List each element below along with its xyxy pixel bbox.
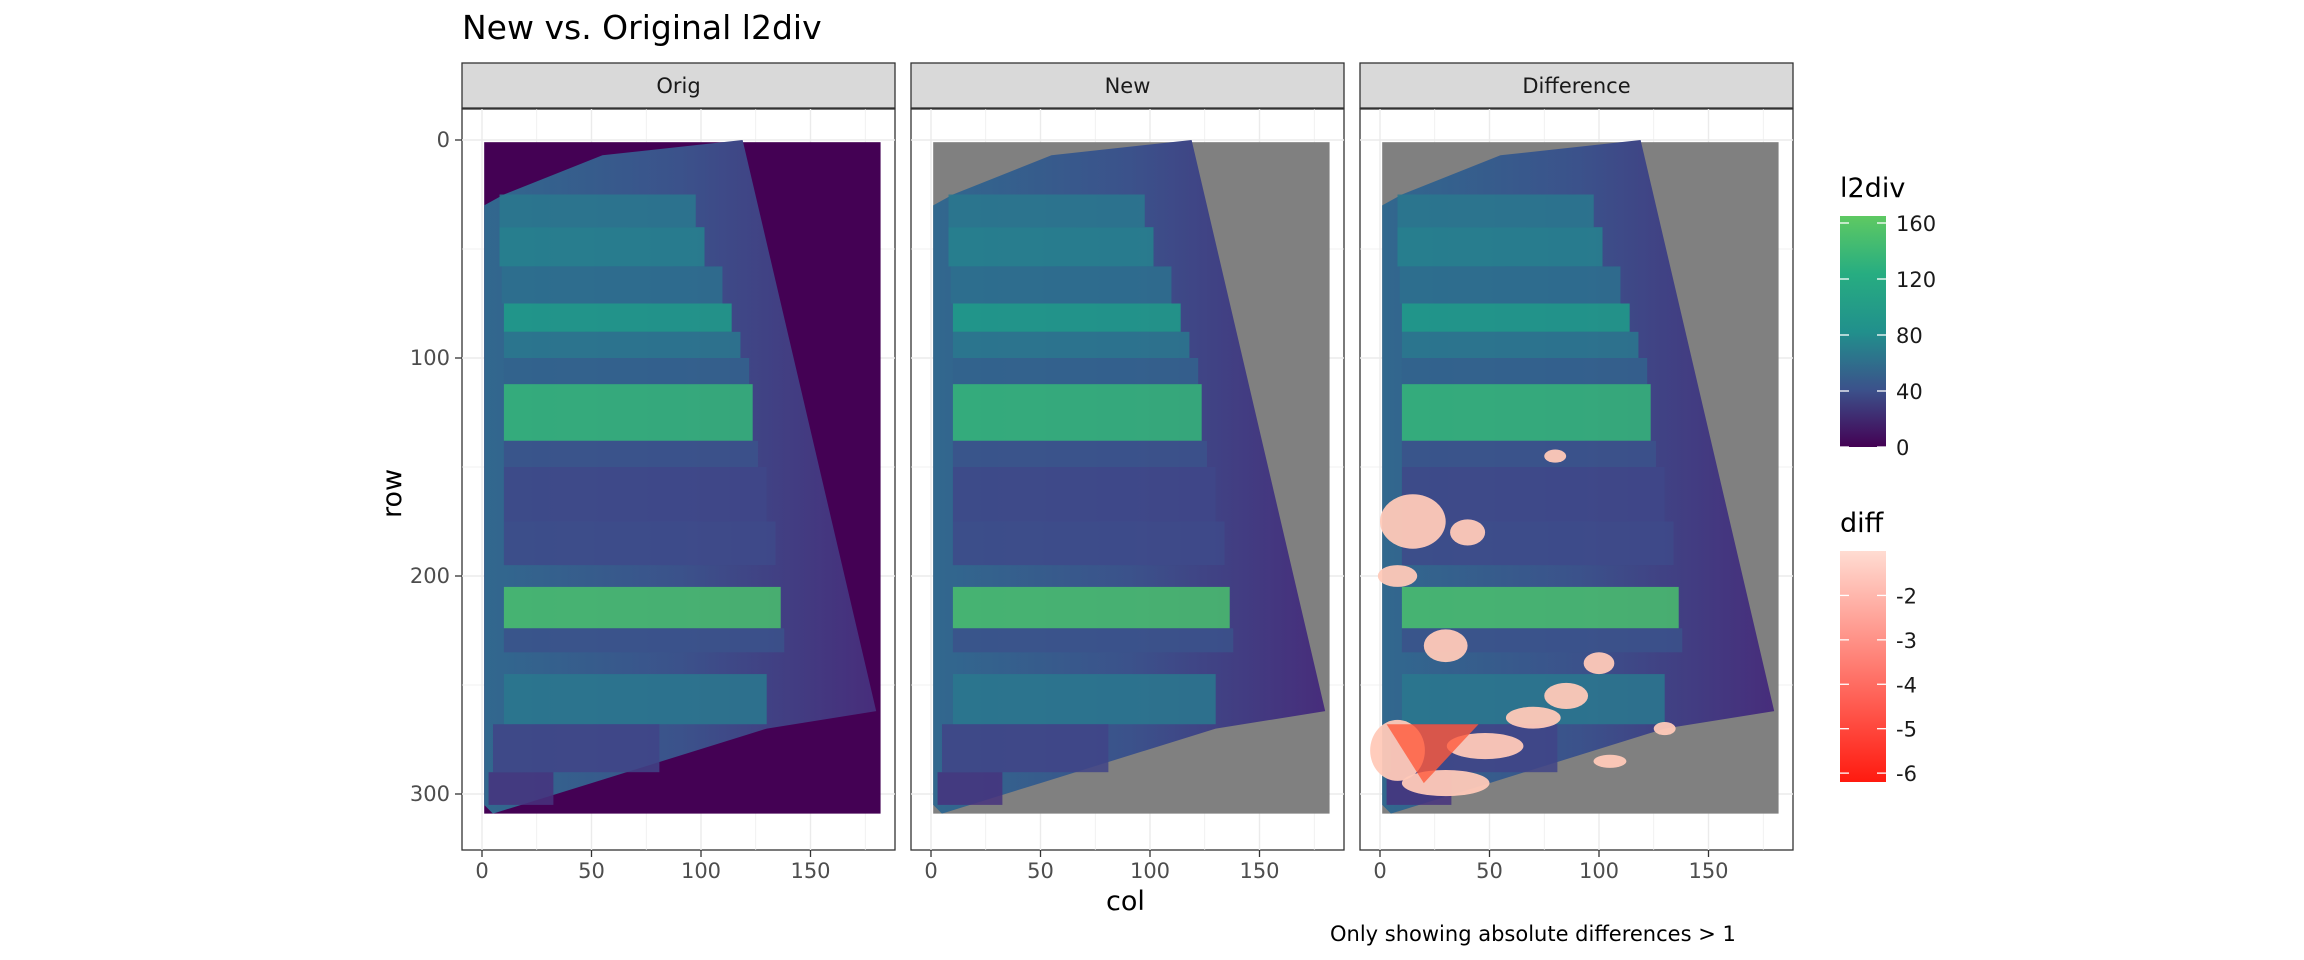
diff-blob xyxy=(1377,565,1418,587)
diff-blob xyxy=(1583,652,1615,675)
y-tick-label: 100 xyxy=(410,346,450,370)
legend-bar-diff xyxy=(1840,551,1886,782)
raster-band xyxy=(952,358,1199,385)
legend-label-l2div: 40 xyxy=(1896,380,1923,404)
legend-label-l2div: 120 xyxy=(1896,268,1936,292)
legend-label-diff: -5 xyxy=(1896,718,1917,742)
chart-title: New vs. Original l2div xyxy=(462,8,822,47)
raster-band xyxy=(499,227,705,267)
raster-band xyxy=(952,628,1234,653)
x-tick-label: 50 xyxy=(1476,859,1503,883)
x-tick-label: 150 xyxy=(1688,859,1728,883)
x-tick-label: 150 xyxy=(790,859,830,883)
raster-band xyxy=(952,303,1181,332)
facet-strip xyxy=(910,62,1345,109)
x-tick-label: 50 xyxy=(1027,859,1054,883)
raster-band xyxy=(503,303,732,332)
facet-strip xyxy=(1359,62,1794,109)
raster-band xyxy=(503,384,753,441)
raster-band xyxy=(952,384,1202,441)
legend-label-diff: -2 xyxy=(1896,584,1917,608)
diff-blob xyxy=(1505,706,1561,729)
raster-band xyxy=(952,440,1207,467)
raster-band xyxy=(1401,331,1639,358)
facet-strip-label: New xyxy=(1105,74,1151,98)
raster-band xyxy=(1401,384,1651,441)
diff-blob xyxy=(1593,754,1627,768)
y-tick-label: 200 xyxy=(410,564,450,588)
diff-blob xyxy=(1446,732,1524,760)
legend-label-diff: -3 xyxy=(1896,629,1917,653)
y-tick-label: 0 xyxy=(437,128,450,152)
facet-strip-label: Orig xyxy=(656,74,700,98)
facet-panel-orig: Orig 0 50 100 150 0 100 200 300 xyxy=(410,62,896,883)
diff-blob xyxy=(1653,722,1676,736)
x-tick-label: 100 xyxy=(681,859,721,883)
diff-blob xyxy=(1544,449,1567,463)
raster-band xyxy=(488,772,554,805)
raster-band xyxy=(1401,628,1683,653)
legend-label-l2div: 80 xyxy=(1896,324,1923,348)
diff-blob xyxy=(1544,682,1589,709)
raster-band xyxy=(503,674,767,725)
x-tick-label: 0 xyxy=(1373,859,1386,883)
raster-band xyxy=(1401,303,1630,332)
diff-blob xyxy=(1423,629,1468,663)
raster-band xyxy=(1397,227,1603,267)
legend-label-diff: -6 xyxy=(1896,762,1917,786)
x-tick-label: 50 xyxy=(578,859,605,883)
raster-band xyxy=(952,331,1190,358)
raster-band xyxy=(503,440,758,467)
raster-band xyxy=(1401,586,1679,629)
legend-title-l2div: l2div xyxy=(1840,173,1905,204)
x-tick-label: 0 xyxy=(924,859,937,883)
facet-panel-difference: Difference 0 50 100 150 xyxy=(1359,62,1794,883)
chart-caption: Only showing absolute differences > 1 xyxy=(1330,922,1736,946)
raster-band xyxy=(501,266,723,304)
legend-title-diff: diff xyxy=(1840,508,1885,539)
raster-band xyxy=(1399,266,1621,304)
facet-strip xyxy=(461,62,896,109)
raster-band xyxy=(1397,194,1594,228)
legend-label-l2div: 0 xyxy=(1896,436,1909,460)
raster-band xyxy=(503,467,767,522)
raster-band xyxy=(499,194,696,228)
raster-band xyxy=(503,628,785,653)
x-tick-label: 100 xyxy=(1579,859,1619,883)
raster-band xyxy=(503,521,776,566)
raster-band xyxy=(492,724,660,773)
diff-blob xyxy=(1450,519,1486,546)
facet-strip-label: Difference xyxy=(1522,74,1630,98)
facet-panel-new: New 0 50 100 150 xyxy=(910,62,1345,883)
legend-label-l2div: 160 xyxy=(1896,212,1936,236)
legend-label-diff: -4 xyxy=(1896,673,1917,697)
raster-band xyxy=(1401,440,1656,467)
x-tick-label: 150 xyxy=(1239,859,1279,883)
raster-band xyxy=(948,194,1145,228)
raster-band xyxy=(1401,521,1674,566)
raster-band xyxy=(941,724,1109,773)
x-tick-label: 0 xyxy=(475,859,488,883)
raster-band xyxy=(952,586,1230,629)
raster-band xyxy=(948,227,1154,267)
diff-blob xyxy=(1380,494,1446,549)
raster-band xyxy=(952,467,1216,522)
raster-band xyxy=(503,331,741,358)
raster-band xyxy=(503,358,750,385)
x-axis-title: col xyxy=(1106,886,1145,917)
x-tick-label: 100 xyxy=(1130,859,1170,883)
raster-band xyxy=(950,266,1172,304)
y-tick-label: 300 xyxy=(410,782,450,806)
raster-band xyxy=(503,586,781,629)
raster-band xyxy=(952,521,1225,566)
raster-band xyxy=(1401,358,1648,385)
diff-blob xyxy=(1401,770,1490,797)
legend-bar-l2div xyxy=(1840,216,1886,447)
raster-band xyxy=(1401,467,1665,522)
raster-band xyxy=(937,772,1003,805)
diff-blob xyxy=(1386,724,1479,784)
raster-band xyxy=(952,674,1216,725)
